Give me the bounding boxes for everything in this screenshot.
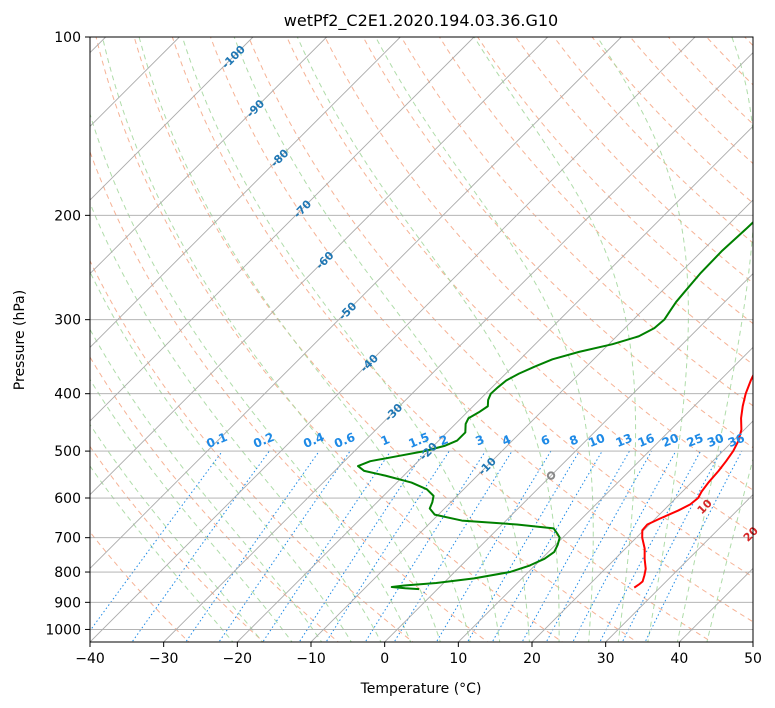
mixing-ratio-line xyxy=(364,450,486,642)
y-tick-label: 900 xyxy=(54,595,81,611)
x-tick-label: −40 xyxy=(75,651,105,667)
moist-adiabat-line xyxy=(473,37,637,642)
moist-adiabat-line xyxy=(375,37,594,642)
dry-adiabat-line xyxy=(90,150,489,642)
dry-adiabat-line xyxy=(324,37,753,491)
dry-adiabat-line xyxy=(400,37,753,407)
plot-content xyxy=(90,37,753,642)
y-tick-label: 800 xyxy=(54,565,81,581)
mixing-ratio-line xyxy=(218,450,351,642)
moist-adiabat-line xyxy=(296,37,560,642)
x-tick-label: 10 xyxy=(449,651,467,667)
x-axis-ticks: −40 −30 −20 −10 0 10 20 30 40 50 xyxy=(75,642,762,667)
mixing-ratio-label: 30 xyxy=(705,431,726,450)
x-tick-label: 0 xyxy=(380,651,389,667)
moist-adiabat-line xyxy=(181,37,501,642)
y-tick-label: 1000 xyxy=(45,622,81,638)
plot-frame xyxy=(89,36,754,643)
dewpoint-profile-line xyxy=(356,221,753,591)
y-tick-label: 200 xyxy=(54,208,81,224)
isotherm-line xyxy=(531,420,753,642)
dry-adiabat-line xyxy=(248,37,753,578)
isotherm-line xyxy=(90,37,622,569)
moist-adiabat-line xyxy=(90,328,323,642)
y-tick-label: 300 xyxy=(54,313,81,329)
isotherm-line xyxy=(384,273,753,642)
isotherm-line xyxy=(90,37,327,275)
isotherm-line xyxy=(90,37,696,642)
mixing-ratio-line xyxy=(185,450,320,642)
mixing-ratio-label: 10 xyxy=(586,431,607,450)
x-tick-label: 30 xyxy=(597,651,615,667)
isotherm-line xyxy=(90,37,475,422)
y-tick-label: 100 xyxy=(54,30,81,46)
moist-adiabat-line xyxy=(90,378,293,642)
x-tick-label: −30 xyxy=(149,651,179,667)
mixing-ratio-lines xyxy=(90,450,743,642)
y-axis-label: Pressure (hPa) xyxy=(12,290,28,390)
isotherm-line xyxy=(90,37,254,201)
mixing-ratio-line xyxy=(393,450,513,642)
mixing-ratio-line xyxy=(262,450,392,642)
mixing-ratio-label: 25 xyxy=(685,431,706,450)
x-tick-label: −20 xyxy=(223,651,253,667)
x-tick-label: 50 xyxy=(744,651,762,667)
isotherm-line xyxy=(310,199,753,642)
mixing-ratio-line xyxy=(325,450,450,642)
x-tick-label: 20 xyxy=(523,651,541,667)
mixing-ratio-label: 36 xyxy=(726,431,747,450)
mixing-ratio-line xyxy=(90,450,223,632)
chart-title: wetPf2_C2E1.2020.194.03.36.G10 xyxy=(284,11,558,31)
x-axis-label: Temperature (°C) xyxy=(360,681,482,697)
temperature-profile-line xyxy=(633,373,753,589)
mixing-ratio-line xyxy=(599,450,701,642)
y-tick-label: 600 xyxy=(54,491,81,507)
mixing-ratio-line xyxy=(621,450,722,642)
x-tick-label: −10 xyxy=(296,651,326,667)
isotherm-zero-marker xyxy=(546,471,556,480)
x-tick-label: 40 xyxy=(670,651,688,667)
dry-adiabat-line xyxy=(209,37,753,623)
mixing-ratio-line xyxy=(298,450,425,642)
mixing-ratio-line xyxy=(466,450,580,642)
mixing-ratio-line xyxy=(572,450,677,642)
isotherm-line xyxy=(237,125,753,642)
dry-adiabat-line xyxy=(171,37,713,642)
isotherm-line xyxy=(90,37,548,496)
mixing-ratio-label: 20 xyxy=(660,431,681,450)
mixing-ratio-line xyxy=(131,450,270,642)
y-axis-ticks: 100 200 300 400 500 600 700 800 900 1000 xyxy=(45,30,90,638)
pressure-gridlines xyxy=(90,37,753,630)
mixing-ratio-label: 13 xyxy=(614,431,635,450)
y-tick-label: 700 xyxy=(54,531,81,547)
y-tick-label: 400 xyxy=(54,387,81,403)
isotherm-line xyxy=(90,37,401,348)
y-tick-label: 500 xyxy=(54,444,81,460)
mixing-ratio-label: 16 xyxy=(636,431,657,450)
moist-adiabat-line xyxy=(233,37,530,642)
sounding-profiles xyxy=(356,221,753,591)
isotherm-line xyxy=(163,52,753,642)
isotherm-line xyxy=(605,494,753,642)
